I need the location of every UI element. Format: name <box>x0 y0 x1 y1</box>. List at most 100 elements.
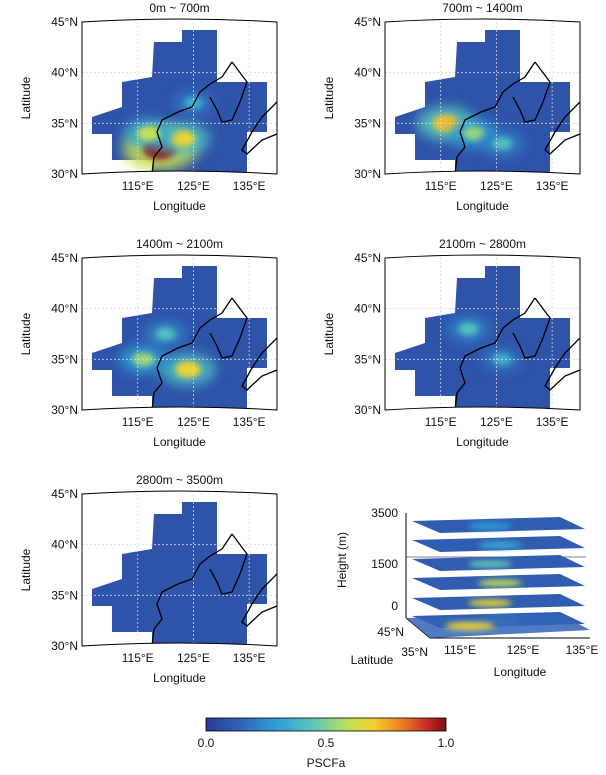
x-axis-label: Longitude <box>494 665 547 679</box>
ground-plane <box>406 614 590 638</box>
x-tick-label: 135°E <box>566 643 599 657</box>
y-tick-label: 35°N <box>51 588 78 602</box>
x-tick-label: 125°E <box>480 415 513 429</box>
hotspot <box>492 137 512 150</box>
panel-title: 0m ~ 700m <box>149 1 209 15</box>
x-tick-label: 115°E <box>444 643 476 657</box>
x-tick-label: 115°E <box>122 651 154 665</box>
z-tick-label: 3500 <box>371 506 398 520</box>
layer-hotspot <box>468 599 512 607</box>
y-axis-label: Latitude <box>19 548 33 591</box>
layer-hotspot <box>468 560 512 568</box>
y-tick-label: 45°N <box>354 251 381 265</box>
y-tick-label: 30°N <box>354 167 381 181</box>
y-tick-label: 45°N <box>51 487 78 501</box>
colorbar: 0.0 0.5 1.0 PSCFa <box>198 717 455 770</box>
hotspot <box>137 126 161 141</box>
hotspot <box>463 126 486 141</box>
map-panel-4: 2100m ~ 2800m 115°E 125°E 135°E 30°N 35°N 40°N… <box>322 237 581 449</box>
x-tick-label: 125°E <box>507 643 540 657</box>
x-axis-label: Longitude <box>153 199 206 213</box>
panel-title: 2800m ~ 3500m <box>136 473 223 487</box>
map-frame <box>81 18 278 175</box>
map-frame <box>384 254 581 411</box>
coastline <box>151 533 233 646</box>
colorbar-tick-label: 1.0 <box>438 736 455 750</box>
colorbar-tick-label: 0.5 <box>318 736 335 750</box>
y-tick-label: 40°N <box>354 66 381 80</box>
japan-outline <box>544 337 580 391</box>
y-axis-label: Latitude <box>351 653 394 667</box>
ground-hotspot <box>445 622 495 630</box>
x-tick-label: 115°E <box>425 179 457 193</box>
coverage-area <box>395 30 570 174</box>
x-tick-label: 135°E <box>536 179 569 193</box>
x-axis-label: Longitude <box>456 199 509 213</box>
coastline <box>151 61 233 174</box>
y-tick-label: 45°N <box>377 625 404 639</box>
korea-outline <box>209 297 248 359</box>
y-tick-label: 35°N <box>51 116 78 130</box>
x-axis-label: Longitude <box>153 671 206 685</box>
coastline <box>151 297 233 410</box>
x-axis-label: Longitude <box>153 435 206 449</box>
y-tick-label: 30°N <box>51 167 78 181</box>
colorbar-tick-label: 0.0 <box>198 736 215 750</box>
y-tick-label: 35°N <box>51 352 78 366</box>
japan-outline <box>241 573 277 627</box>
y-tick-label: 40°N <box>51 538 78 552</box>
panel-title: 2100m ~ 2800m <box>439 237 526 251</box>
layer-hotspot <box>478 541 522 549</box>
panel-title: 700m ~ 1400m <box>442 1 522 15</box>
x-tick-label: 125°E <box>177 415 210 429</box>
y-tick-label: 45°N <box>354 15 381 29</box>
map-panel-3: 1400m ~ 2100m 115°E 125°E 135°E 30°N 35°N 40°N… <box>19 237 278 449</box>
map-panel-1: 0m ~ 700m 115°E 125°E 135°E 30°N 35°N 40°N 45°N… <box>19 1 278 213</box>
panel-title: 1400m ~ 2100m <box>136 237 223 251</box>
x-tick-label: 115°E <box>425 415 457 429</box>
hotspot <box>169 130 196 147</box>
coverage-area <box>92 502 267 646</box>
map-panel-2: 700m ~ 1400m 115°E 125°E 135°E 30°N 35°N 40°N 4… <box>322 1 581 213</box>
y-axis-label: Latitude <box>322 312 336 355</box>
y-tick-label: 35°N <box>354 352 381 366</box>
y-tick-label: 40°N <box>51 66 78 80</box>
japan-outline <box>241 101 277 155</box>
korea-outline <box>512 297 551 359</box>
y-tick-label: 35°N <box>354 116 381 130</box>
panel-3d-stack: 3500 1500 0 Height (m) 45°N 35°N Latitude 115°E… <box>335 506 598 679</box>
z-tick-label: 1500 <box>371 557 398 571</box>
x-tick-label: 135°E <box>233 179 266 193</box>
hotspot <box>175 361 201 378</box>
y-tick-label: 30°N <box>51 403 78 417</box>
y-tick-label: 40°N <box>51 302 78 316</box>
y-axis-label: Latitude <box>19 76 33 119</box>
hotspot <box>155 327 176 341</box>
x-tick-label: 135°E <box>536 415 569 429</box>
hotspot <box>458 322 479 336</box>
korea-outline <box>512 61 551 123</box>
z-tick-label: 0 <box>391 599 398 613</box>
x-tick-label: 125°E <box>177 179 210 193</box>
map-panel-5: 2800m ~ 3500m 115°E 125°E 135°E 30°N 35°N 40°N… <box>19 473 278 685</box>
y-axis-label: Latitude <box>19 312 33 355</box>
x-tick-label: 125°E <box>480 179 513 193</box>
y-tick-label: 35°N <box>401 645 428 659</box>
y-tick-label: 45°N <box>51 15 78 29</box>
coastline <box>454 297 536 410</box>
layer-hotspot <box>478 579 522 587</box>
x-tick-label: 115°E <box>122 415 154 429</box>
x-tick-label: 125°E <box>177 651 210 665</box>
korea-outline <box>209 533 248 595</box>
x-axis-label: Longitude <box>456 435 509 449</box>
map-frame <box>384 18 581 175</box>
colorbar-label: PSCFa <box>307 756 346 770</box>
japan-outline <box>544 101 580 155</box>
y-tick-label: 45°N <box>51 251 78 265</box>
z-axis-label: Height (m) <box>335 532 349 588</box>
x-tick-label: 135°E <box>233 415 266 429</box>
colorbar-gradient <box>205 717 447 732</box>
layer-hotspot <box>468 522 512 530</box>
y-axis-label: Latitude <box>322 76 336 119</box>
